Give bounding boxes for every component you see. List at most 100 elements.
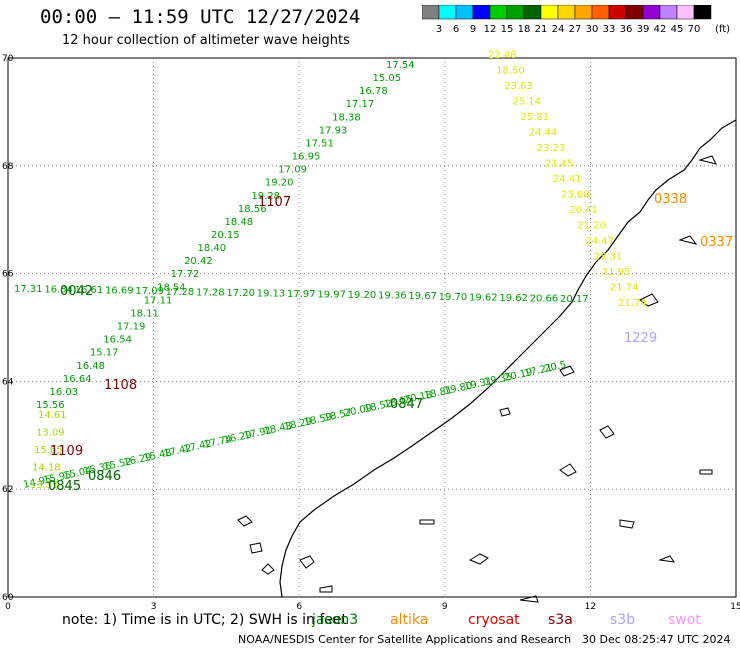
- pass-time-label: 1229: [624, 331, 657, 346]
- wave-height-label: 21.95: [602, 267, 631, 278]
- wave-height-label: 23.68: [561, 190, 590, 201]
- wave-height-label: 18.11: [130, 308, 159, 319]
- wave-height-label: 15.05: [373, 73, 402, 84]
- wave-height-label: 17.09: [278, 165, 307, 176]
- legend-tick-label: 15: [501, 24, 514, 35]
- x-tick-label: 0: [5, 602, 11, 612]
- wave-height-label: 19.13: [257, 288, 286, 299]
- legend-tick-label: 3: [436, 24, 442, 35]
- pass-time-label: 0845: [48, 479, 81, 494]
- wave-height-label: 23.23: [537, 143, 566, 154]
- wave-height-label: 17.28: [166, 287, 195, 298]
- island-outline: [678, 235, 698, 245]
- wave-height-label: 22.48: [488, 50, 517, 61]
- legend-tick-label: 42: [654, 24, 667, 35]
- island-outline: [599, 425, 615, 439]
- wave-height-label: 17.51: [305, 138, 334, 149]
- y-tick-label: 70: [2, 54, 14, 64]
- satellite-name-s3a: s3a: [548, 612, 573, 628]
- legend-tick-label: 21: [535, 24, 548, 35]
- map-subtitle: 12 hour collection of altimeter wave hei…: [62, 33, 350, 48]
- pass-time-label: 0847: [390, 397, 423, 412]
- wave-height-label: 16.64: [63, 374, 92, 385]
- wave-height-label: 18.54: [157, 282, 186, 293]
- wave-height-label: 20.15: [211, 230, 240, 241]
- pass-time-label: 0338: [654, 192, 687, 207]
- legend-tick-label: 70: [688, 24, 701, 35]
- map-title: 00:00 – 11:59 UTC 12/27/2024: [40, 6, 361, 28]
- wave-height-label: 17.17: [346, 99, 375, 110]
- wave-height-label: 15.17: [90, 348, 119, 359]
- color-legend: 3 6 9 12 15 18 21 24 27 30 33 36 39 42 45 70 (ft): [422, 5, 730, 35]
- wave-height-label: 19.28: [251, 191, 280, 202]
- y-tick-label: 64: [2, 377, 14, 387]
- wave-height-label: 21.45: [545, 159, 574, 170]
- wave-height-label: 17.09: [135, 286, 164, 297]
- wave-height-label: 17.54: [386, 60, 415, 71]
- wave-height-label: 16.95: [292, 152, 321, 163]
- coastline: [279, 119, 737, 598]
- x-tick-label: 12: [585, 602, 596, 612]
- satellite-name-jason3: jason3: [312, 612, 359, 628]
- wave-height-label: 19.97: [317, 290, 346, 301]
- wave-height-label: 14.18: [32, 463, 61, 474]
- pass-time-label: 1108: [104, 378, 137, 393]
- legend-tick-label: 33: [603, 24, 616, 35]
- y-tick-label: 60: [2, 593, 14, 603]
- island-outline: [499, 407, 511, 417]
- island-outline: [419, 519, 435, 525]
- legend-tick-label: 30: [586, 24, 599, 35]
- wave-height-label: 19.62: [499, 293, 528, 304]
- wave-height-label: 17.28: [196, 287, 225, 298]
- satellite-name-swot: swot: [668, 612, 701, 628]
- wave-height-label: 17.19: [117, 322, 146, 333]
- map-frame: [7, 57, 737, 598]
- satellite-name-s3b: s3b: [610, 612, 636, 628]
- wave-height-label: 19.70: [439, 292, 468, 303]
- legend-tick-label: 27: [569, 24, 582, 35]
- wave-height-label: 18.50: [496, 66, 525, 77]
- island-outline: [319, 585, 333, 593]
- island-outline: [468, 553, 489, 565]
- wave-height-label: 16.61: [75, 285, 104, 296]
- wave-height-label: 16.03: [49, 387, 78, 398]
- wave-height-label: 16.78: [359, 86, 388, 97]
- wave-height-label: 15.65: [34, 445, 63, 456]
- wave-height-label: 23.31: [594, 252, 623, 263]
- x-tick-label: 15: [730, 602, 740, 612]
- pass-time-label: 0042: [60, 284, 93, 299]
- wave-height-label: 25.14: [512, 97, 541, 108]
- wave-height-label: 21.74: [618, 298, 647, 309]
- wave-height-label: 24.47: [586, 236, 615, 247]
- wave-height-label: 20.66: [530, 293, 559, 304]
- island-outline: [261, 563, 275, 575]
- island-outline: [559, 463, 577, 477]
- legend-swatch: [693, 5, 712, 20]
- legend-tick-label: 6: [453, 24, 459, 35]
- wave-height-label: 18.56: [238, 204, 267, 215]
- wave-height-label: 19.67: [408, 291, 437, 302]
- credit-text: NOAA/NESDIS Center for Satellite Applica…: [238, 633, 572, 646]
- y-tick-label: 62: [2, 485, 13, 495]
- wave-height-label: 23.63: [504, 81, 533, 92]
- legend-tick-label: 39: [637, 24, 650, 35]
- wave-height-label: 20.5: [543, 360, 567, 375]
- wave-height-label: 21.20: [577, 221, 606, 232]
- y-tick-label: 66: [2, 270, 14, 280]
- island-outline: [699, 469, 713, 475]
- legend-tick-label: 18: [518, 24, 531, 35]
- wave-height-label: 17.97: [287, 289, 316, 300]
- island-outline: [519, 595, 539, 603]
- pass-time-label: 1107: [258, 195, 291, 210]
- wave-height-label: 17.93: [319, 125, 348, 136]
- footer-note: note: 1) Time is in UTC; 2) SWH is in fe…: [62, 612, 348, 628]
- wave-height-label: 16.69: [105, 286, 134, 297]
- y-tick-label: 68: [2, 162, 14, 172]
- wave-height-label: 17.72: [171, 269, 200, 280]
- legend-tick-label: 45: [671, 24, 684, 35]
- island-outline: [237, 515, 253, 527]
- wave-height-label: 16.48: [76, 361, 105, 372]
- wave-height-label: 18.40: [198, 243, 227, 254]
- satellite-name-cryosat: cryosat: [468, 612, 520, 628]
